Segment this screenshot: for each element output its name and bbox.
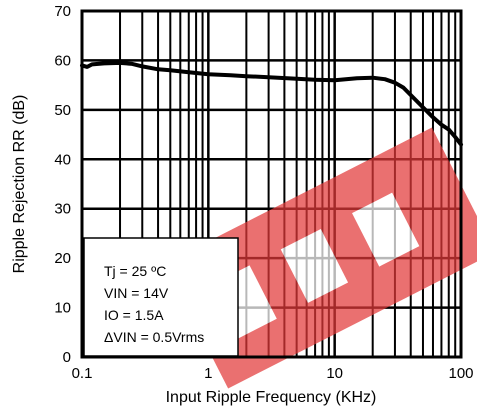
condition-line: IO = 1.5A <box>104 307 164 323</box>
plot-frame <box>80 9 463 359</box>
y-tick-label: 60 <box>54 52 71 69</box>
y-tick-label: 30 <box>54 201 71 218</box>
x-axis-label: Input Ripple Frequency (KHz) <box>166 389 377 406</box>
y-axis-label: Ripple Rejection RR (dB) <box>11 95 28 274</box>
y-tick-label: 0 <box>63 349 71 366</box>
x-tick-label: 100 <box>448 365 473 382</box>
y-tick-label: 10 <box>54 300 71 317</box>
x-tick-label: 10 <box>326 365 343 382</box>
condition-line: VIN = 14V <box>104 285 169 301</box>
x-axis-ticks: 0.1 1 10 100 <box>72 365 474 382</box>
y-tick-label: 40 <box>54 151 71 168</box>
conditions-text: Tj = 25 ºC VIN = 14V IO = 1.5A ΔVIN = 0.5Vr… <box>104 263 204 345</box>
condition-line: Tj = 25 ºC <box>104 263 166 279</box>
series-line <box>80 60 463 147</box>
x-tick-label: 0.1 <box>72 365 93 382</box>
condition-line: ΔVIN = 0.5Vrms <box>104 329 204 345</box>
conditions-box <box>83 237 239 357</box>
x-tick-label: 1 <box>204 365 212 382</box>
y-tick-label: 50 <box>54 102 71 119</box>
y-tick-label: 70 <box>54 3 71 20</box>
y-tick-label: 20 <box>54 250 71 267</box>
y-axis-ticks: 0 10 20 30 40 50 60 70 <box>54 3 71 366</box>
